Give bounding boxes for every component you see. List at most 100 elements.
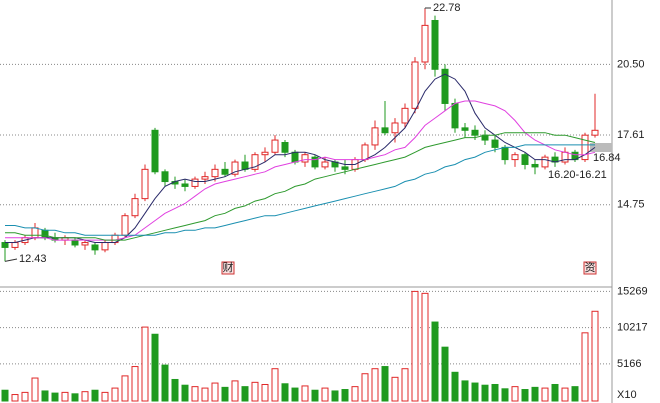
candle-body	[531, 163, 539, 168]
candle-body	[311, 156, 319, 168]
candle-body	[91, 244, 99, 251]
volume-bar	[101, 391, 109, 402]
volume-bar	[251, 381, 259, 402]
candle-body	[451, 102, 459, 129]
volume-bar	[61, 391, 69, 402]
event-marker: 财	[223, 260, 234, 274]
candle-body	[281, 142, 289, 153]
candle-body	[41, 229, 49, 239]
volume-bar	[171, 378, 179, 402]
volume-bar	[281, 383, 289, 402]
volume-bar	[471, 382, 479, 402]
volume-bar	[321, 387, 329, 402]
candle-body	[231, 161, 239, 175]
volume-tick-label: 10217	[617, 322, 648, 334]
candle-body	[471, 129, 479, 136]
candle-body	[301, 154, 309, 163]
volume-bar	[301, 385, 309, 402]
volume-bar	[271, 368, 279, 402]
candle-body	[131, 198, 139, 217]
volume-bar	[421, 292, 429, 402]
volume-bar	[451, 371, 459, 402]
volume-bar	[21, 391, 29, 402]
volume-bar	[341, 389, 349, 402]
candle-body	[401, 107, 409, 124]
volume-bar	[481, 384, 489, 402]
candle-body	[241, 161, 249, 170]
candle-body	[221, 168, 229, 175]
volume-bar	[381, 366, 389, 402]
volume-bar	[391, 376, 399, 402]
volume-bar	[431, 321, 439, 402]
volume-bar	[211, 382, 219, 402]
volume-bar	[181, 384, 189, 402]
volume-bar	[161, 364, 169, 402]
volume-bar	[361, 373, 369, 402]
candle-body	[501, 146, 509, 161]
candle-body	[81, 242, 89, 246]
moving-average-line	[5, 144, 595, 236]
candle-body	[251, 154, 259, 170]
volume-bar	[411, 290, 419, 402]
candle-body	[581, 134, 589, 161]
volume-bar	[191, 386, 199, 402]
volume-bar	[561, 387, 569, 402]
volume-bar	[261, 383, 269, 402]
candle-body	[141, 168, 149, 200]
y-tick-label: 17.61	[617, 129, 645, 141]
candle-body	[521, 154, 529, 165]
candle-body	[191, 178, 199, 187]
volume-bar	[461, 380, 469, 402]
price-annotation: 16.84	[593, 152, 621, 164]
volume-bar	[131, 366, 139, 402]
volume-bar	[241, 386, 249, 402]
candle-body	[591, 129, 599, 136]
candle-body	[491, 139, 499, 148]
max-annotation: 22.78	[433, 2, 461, 14]
candle-body	[1, 242, 9, 248]
candle-body	[151, 129, 159, 173]
event-marker-box	[221, 261, 235, 275]
candle-body	[271, 139, 279, 153]
min-annotation: 12.43	[19, 253, 47, 265]
volume-unit: X10	[617, 389, 637, 401]
price-marker	[590, 143, 612, 152]
volume-bar	[151, 333, 159, 402]
candle-body	[411, 61, 419, 109]
candle-body	[261, 151, 269, 156]
candle-body	[121, 215, 129, 236]
volume-bar	[201, 387, 209, 402]
volume-bar	[541, 387, 549, 402]
candle-body	[31, 227, 39, 239]
volume-bar	[591, 310, 599, 402]
volume-bar	[441, 346, 449, 402]
candle-body	[431, 19, 439, 70]
volume-bar	[81, 391, 89, 402]
candle-body	[421, 24, 429, 63]
range-annotation: 16.20-16.21	[548, 169, 607, 181]
annotation-leader	[4, 258, 18, 262]
volume-bar	[501, 388, 509, 402]
candle-body	[371, 127, 379, 146]
candle-body	[101, 242, 109, 251]
volume-bar	[311, 389, 319, 402]
volume-bar	[121, 375, 129, 402]
candle-body	[341, 166, 349, 170]
volume-bar	[51, 392, 59, 402]
candle-body	[11, 242, 19, 248]
y-tick-label: 14.75	[617, 199, 645, 211]
volume-bar	[571, 386, 579, 402]
candle-body	[391, 122, 399, 134]
candle-body	[541, 156, 549, 168]
volume-bar	[331, 390, 339, 402]
candle-body	[511, 154, 519, 161]
candle-body	[361, 144, 369, 161]
moving-average-line	[5, 73, 596, 243]
candle-body	[441, 68, 449, 104]
volume-bar	[91, 389, 99, 402]
volume-tick-label: 15269	[617, 285, 648, 297]
moving-average-line	[5, 132, 596, 241]
candle-body	[211, 168, 219, 178]
volume-bar	[111, 387, 119, 402]
